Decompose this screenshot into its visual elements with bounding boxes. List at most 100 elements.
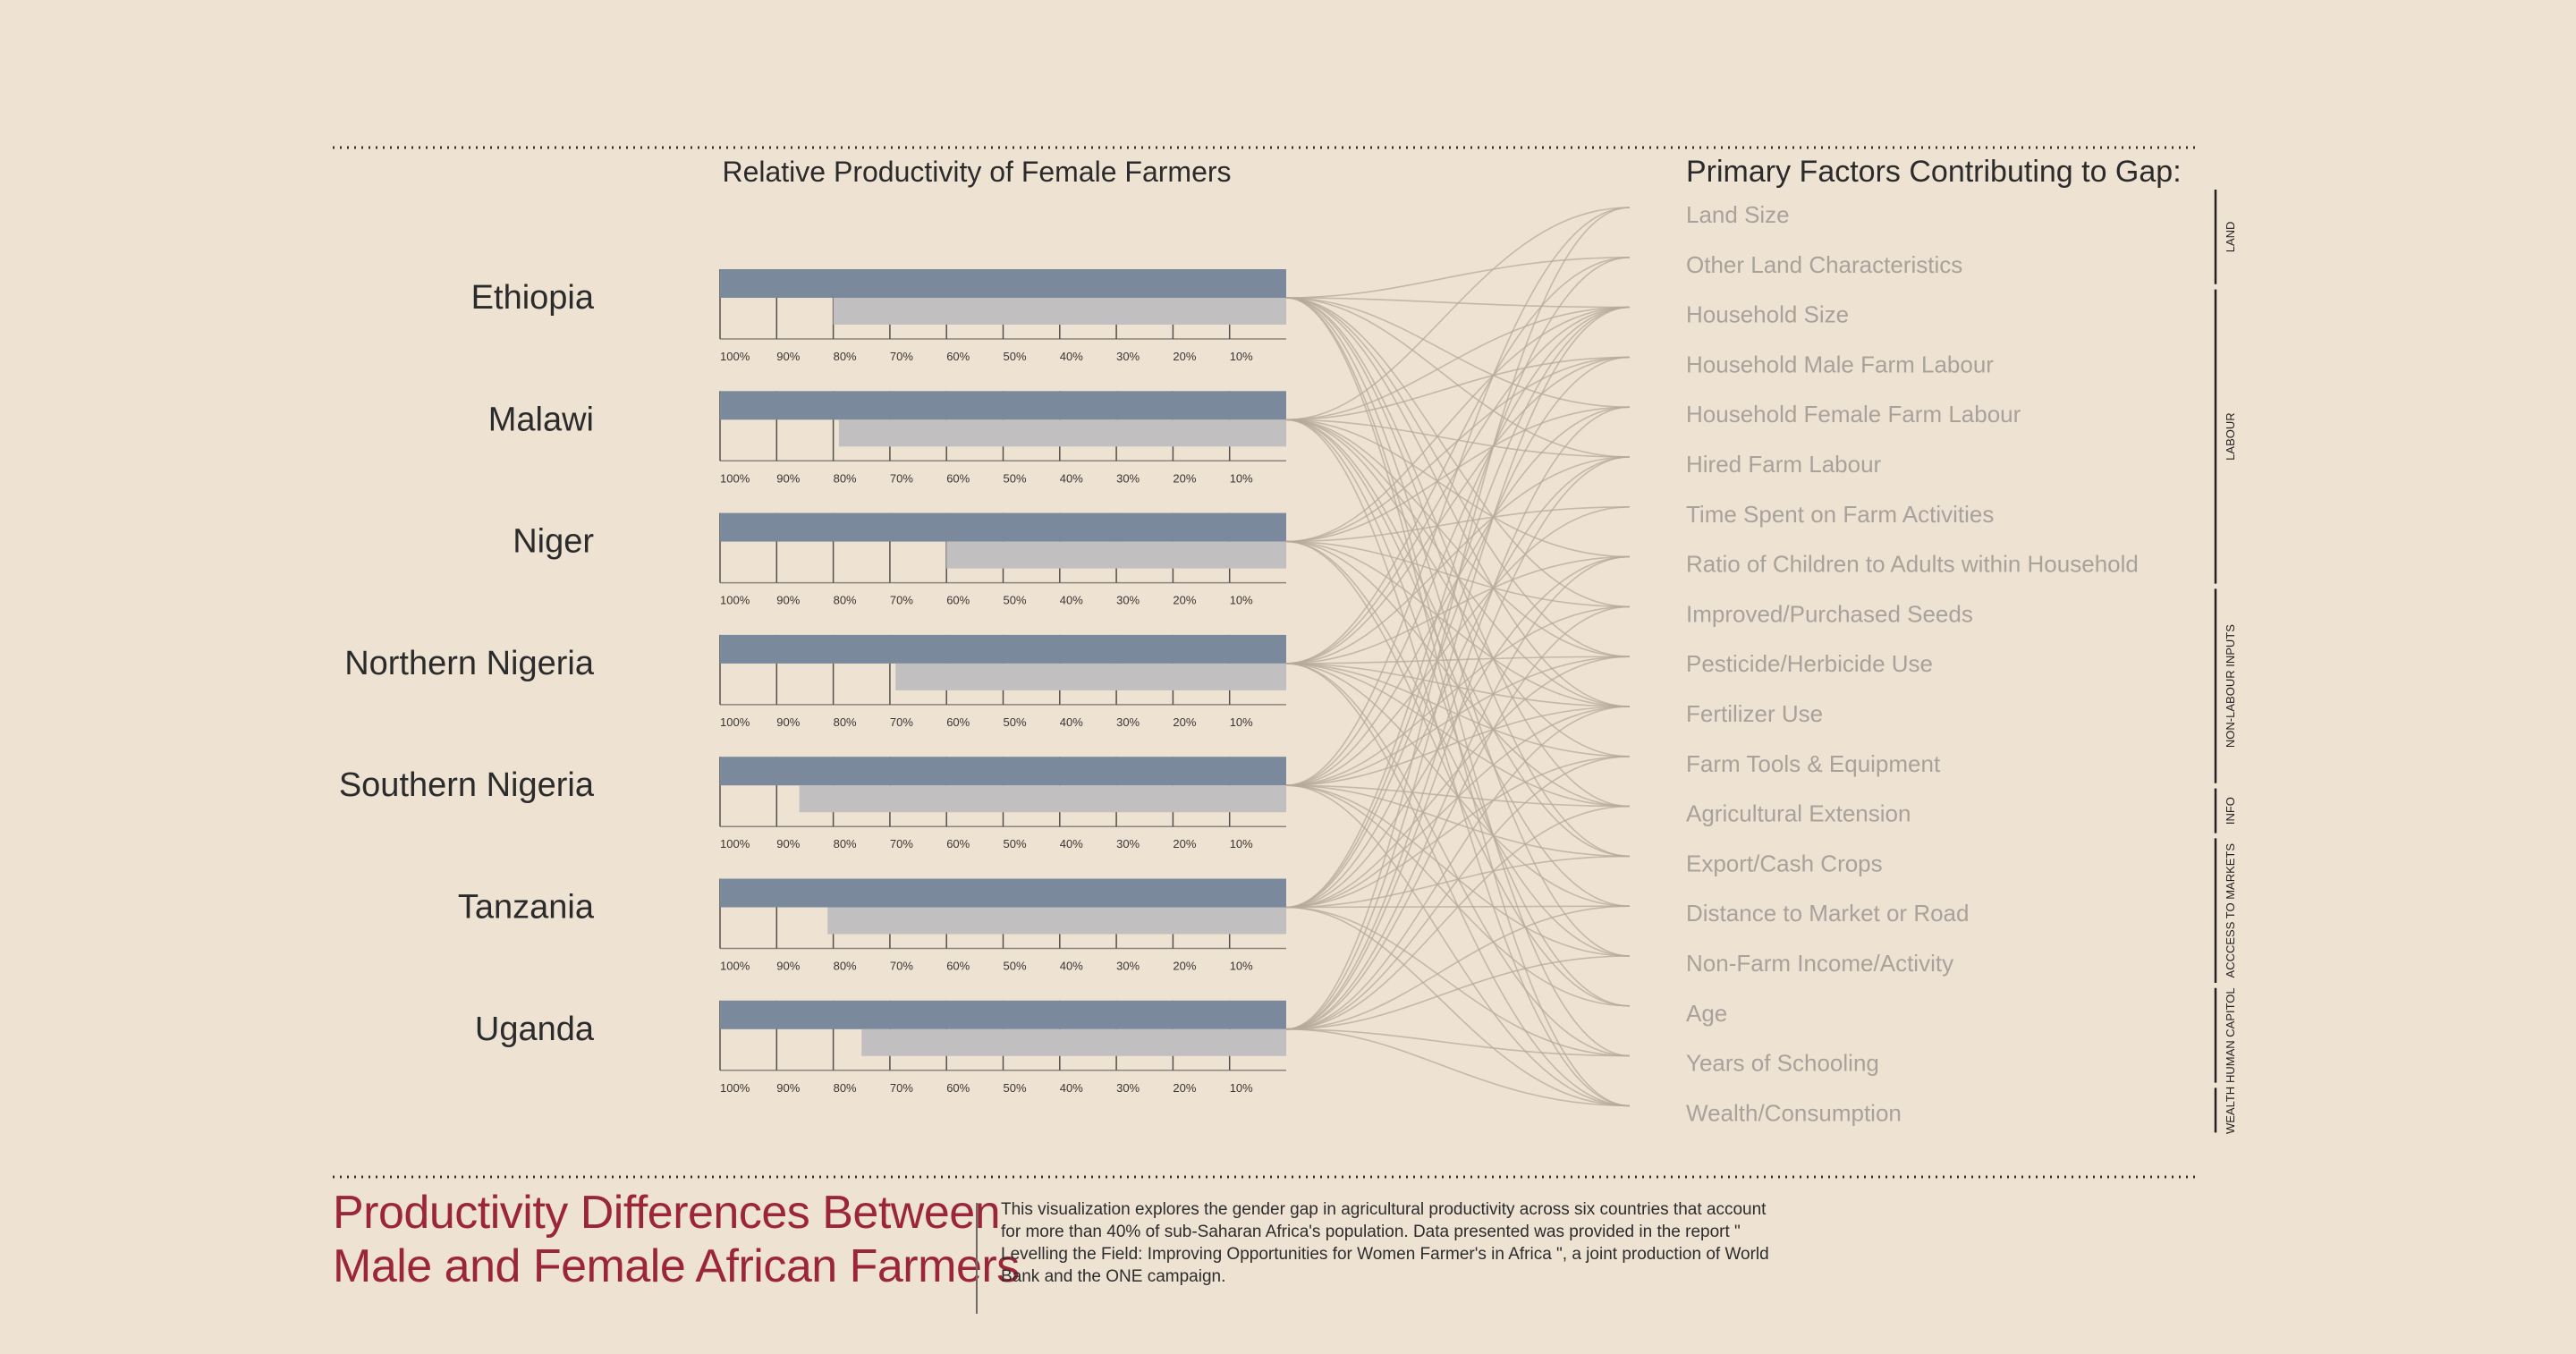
factor-agricultural-extension: Agricultural Extension	[1686, 800, 1911, 827]
link-northern-nigeria-3	[1285, 456, 1631, 664]
tick-label: 50%	[1004, 837, 1027, 850]
factor-pesticide-herbicide-use: Pesticide/Herbicide Use	[1686, 650, 1933, 677]
factor-list: Land Size Other Land Characteristics House…	[1686, 201, 2139, 1126]
link-southern-nigeria-3	[1285, 506, 1631, 786]
tick-label: 10%	[1230, 960, 1253, 973]
country-row-niger: Niger 100% 90% 80% 70% 60% 50% 40% 30% 20% 10%	[513, 512, 1286, 607]
link-uganda-11	[1285, 1028, 1631, 1057]
country-label: Malawi	[488, 401, 594, 438]
link-northern-nigeria-0	[1285, 257, 1631, 664]
group-label: WEALTH	[2224, 1087, 2237, 1134]
country-label: Ethiopia	[471, 279, 595, 317]
link-malawi-8	[1285, 419, 1631, 858]
link-tanzania-2	[1285, 356, 1631, 909]
tick-label: 30%	[1116, 594, 1140, 607]
tick-label: 40%	[1060, 960, 1083, 973]
group-label: HUMAN CAPITOL	[2224, 987, 2237, 1083]
link-uganda-10	[1285, 955, 1631, 1030]
link-uganda-6	[1285, 706, 1631, 1030]
tick-label: 10%	[1230, 471, 1253, 485]
tick-label: 20%	[1173, 837, 1196, 850]
link-southern-nigeria-2	[1285, 406, 1631, 786]
tick-label: 90%	[776, 471, 800, 485]
link-ethiopia-8	[1285, 297, 1631, 858]
factor-wealth-consumption: Wealth/Consumption	[1686, 1099, 1902, 1126]
link-ethiopia-0	[1285, 257, 1631, 299]
male-bar	[720, 512, 1286, 542]
tick-label: 100%	[720, 594, 750, 607]
male-bar	[720, 1000, 1286, 1029]
link-uganda-0	[1285, 207, 1631, 1030]
country-label: Uganda	[475, 1011, 595, 1048]
link-niger-4	[1285, 540, 1631, 608]
link-northern-nigeria-7	[1285, 663, 1631, 757]
link-northern-nigeria-10	[1285, 663, 1631, 1057]
male-bar	[720, 269, 1286, 298]
female-bar	[895, 663, 1286, 690]
link-uganda-4	[1285, 555, 1631, 1030]
tick-label: 90%	[776, 715, 800, 729]
tick-label: 80%	[834, 594, 857, 607]
tick-label: 90%	[776, 1081, 800, 1095]
footer-description: This visualization explores the gender g…	[1001, 1200, 1769, 1286]
tick-label: 100%	[720, 715, 750, 729]
link-niger-7	[1285, 540, 1631, 957]
country-row-malawi: Malawi 100% 90% 80% 70% 60% 50% 40% 30% 20% 10%	[488, 391, 1286, 485]
country-row-northern-nigeria: Northern Nigeria 100% 90% 80% 70% 60% 50% 40% 30…	[344, 634, 1286, 729]
link-malawi-6	[1285, 419, 1631, 707]
tick-label: 50%	[1004, 594, 1027, 607]
link-ethiopia-7	[1285, 297, 1631, 808]
link-niger-2	[1285, 406, 1631, 543]
tick-label: 50%	[1004, 1081, 1027, 1095]
tick-label: 40%	[1060, 471, 1083, 485]
factor-farm-tools-equipment: Farm Tools & Equipment	[1686, 750, 1941, 777]
tick-label: 10%	[1230, 350, 1253, 363]
tick-label: 40%	[1060, 594, 1083, 607]
tick-label: 60%	[946, 350, 970, 363]
link-niger-0	[1285, 306, 1631, 543]
tick-label: 10%	[1230, 1081, 1253, 1095]
tick-label: 50%	[1004, 715, 1027, 729]
group-wealth: WEALTH	[2214, 1087, 2237, 1134]
tick-label: 60%	[946, 837, 970, 850]
link-uganda-3	[1285, 456, 1631, 1030]
female-bar	[946, 541, 1286, 569]
factor-fertilizer-use: Fertilizer Use	[1686, 700, 1823, 727]
factor-household-male-farm-labour: Household Male Farm Labour	[1686, 351, 1994, 377]
chart-title: Relative Productivity of Female Farmers	[722, 156, 1231, 188]
group-acccess-to-markets: ACCCESS TO MARKETS	[2214, 838, 2237, 983]
group-labour: LABOUR	[2214, 289, 2237, 584]
link-malawi-4	[1285, 419, 1631, 558]
tick-label: 20%	[1173, 960, 1196, 973]
tick-label: 100%	[720, 837, 750, 850]
link-northern-nigeria-6	[1285, 663, 1631, 707]
factor-time-spent-on-farm-activities: Time Spent on Farm Activities	[1686, 501, 1994, 528]
link-niger-1	[1285, 356, 1631, 543]
link-niger-8	[1285, 540, 1631, 1007]
link-tanzania-10	[1285, 906, 1631, 1057]
link-uganda-5	[1285, 605, 1631, 1030]
female-bar	[861, 1028, 1286, 1056]
footer-title-line-1: Productivity Differences Between	[333, 1187, 1001, 1239]
factor-links	[1285, 207, 1631, 1107]
link-niger-6	[1285, 540, 1631, 808]
tick-label: 100%	[720, 960, 750, 973]
link-southern-nigeria-8	[1285, 784, 1631, 858]
link-northern-nigeria-5	[1285, 656, 1631, 664]
link-tanzania-6	[1285, 706, 1631, 909]
tick-label: 70%	[890, 471, 913, 485]
tick-label: 90%	[776, 350, 800, 363]
tick-label: 60%	[946, 594, 970, 607]
link-uganda-8	[1285, 805, 1631, 1030]
country-label: Tanzania	[458, 889, 595, 927]
tick-label: 10%	[1230, 837, 1253, 850]
tick-label: 10%	[1230, 594, 1253, 607]
group-land: LAND	[2214, 190, 2237, 284]
link-tanzania-8	[1285, 855, 1631, 909]
link-malawi-11	[1285, 419, 1631, 1107]
link-northern-nigeria-8	[1285, 663, 1631, 808]
link-niger-5	[1285, 540, 1631, 707]
country-label: Southern Nigeria	[339, 766, 595, 804]
tick-label: 30%	[1116, 837, 1140, 850]
tick-label: 100%	[720, 1081, 750, 1095]
